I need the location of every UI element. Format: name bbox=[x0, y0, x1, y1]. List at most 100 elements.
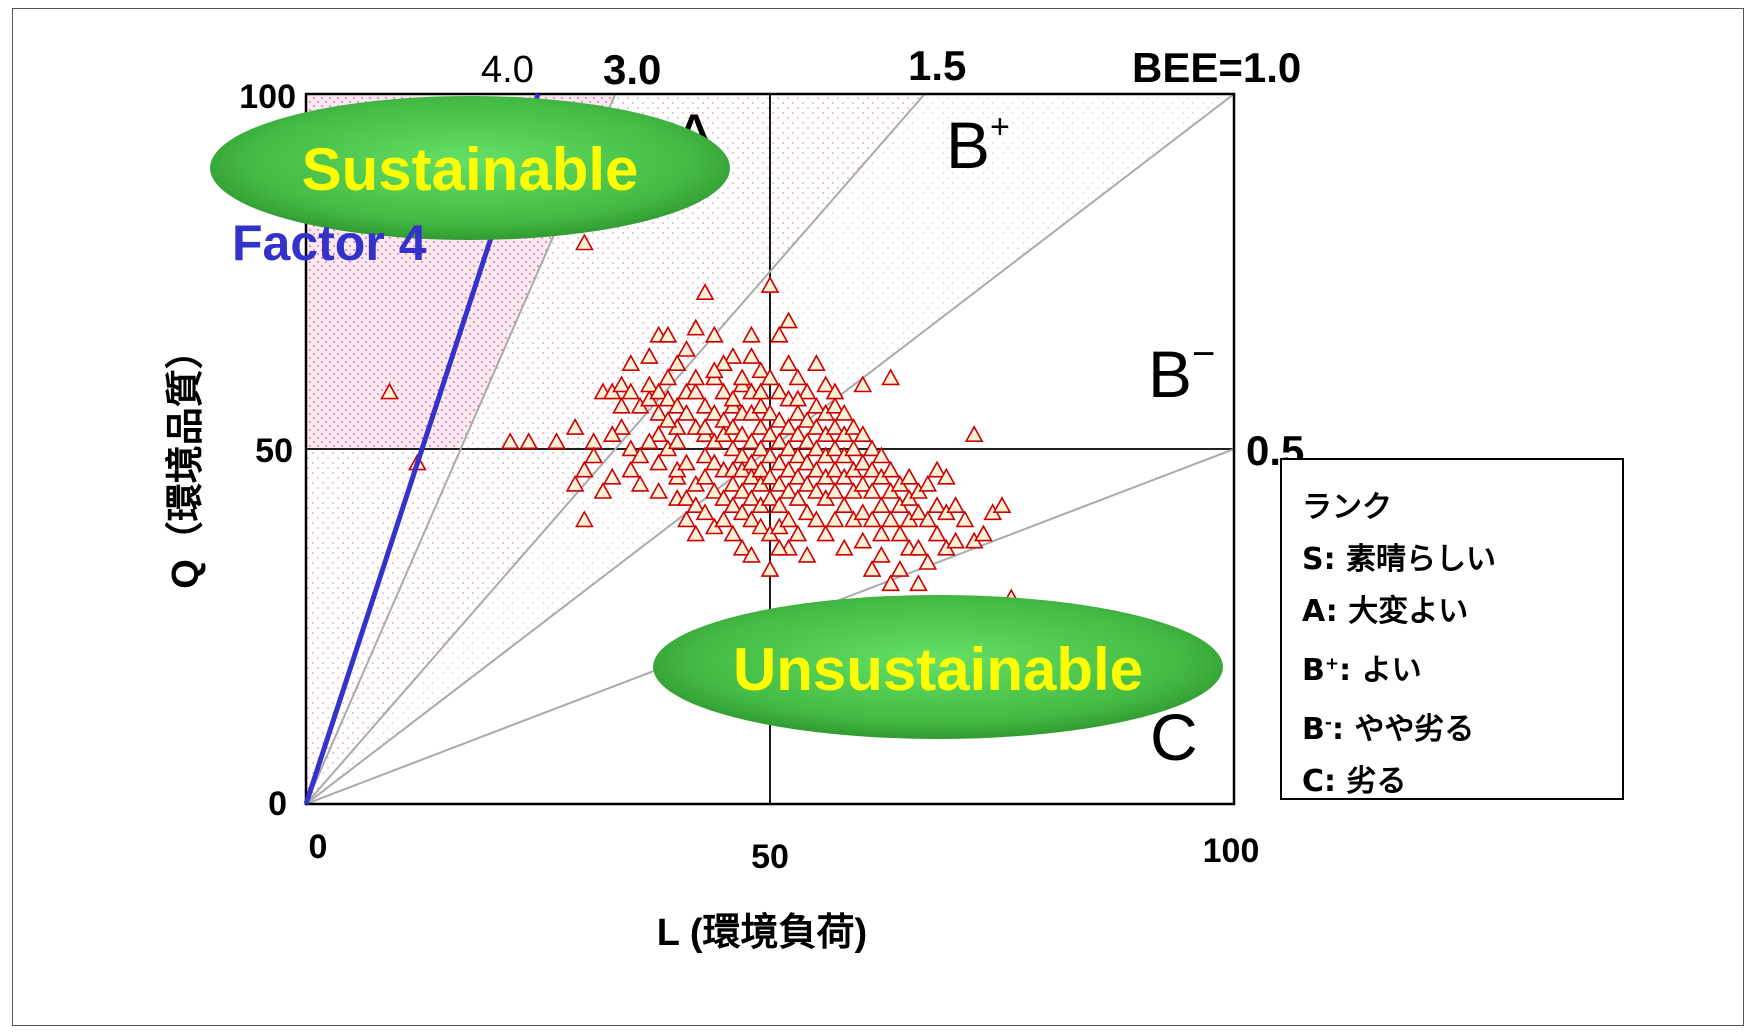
data-point-136 bbox=[788, 425, 808, 443]
data-point-99 bbox=[742, 510, 761, 528]
bee-label-1: 3.0 bbox=[603, 46, 661, 93]
data-point-112 bbox=[760, 425, 780, 443]
data-point-236 bbox=[834, 538, 854, 556]
data-point-47 bbox=[677, 453, 696, 471]
data-point-235 bbox=[797, 545, 817, 563]
data-point-218 bbox=[964, 425, 984, 443]
data-point-143 bbox=[797, 432, 817, 450]
data-point-164 bbox=[825, 481, 845, 499]
data-point-182 bbox=[862, 439, 882, 457]
data-point-131 bbox=[779, 481, 798, 499]
data-point-56 bbox=[686, 524, 706, 542]
data-point-79 bbox=[723, 439, 743, 457]
data-points bbox=[380, 233, 1021, 606]
data-point-61 bbox=[695, 467, 715, 485]
data-point-39 bbox=[667, 354, 687, 372]
data-point-48 bbox=[677, 489, 696, 506]
data-point-243 bbox=[640, 432, 659, 450]
data-point-137 bbox=[788, 446, 808, 464]
data-point-115 bbox=[760, 489, 780, 506]
data-point-38 bbox=[667, 396, 687, 414]
data-point-160 bbox=[825, 396, 845, 414]
data-point-148 bbox=[807, 418, 826, 435]
data-point-22 bbox=[630, 446, 650, 464]
data-point-146 bbox=[797, 503, 817, 521]
data-point-165 bbox=[825, 510, 845, 528]
data-point-100 bbox=[742, 545, 761, 563]
data-point-138 bbox=[788, 467, 808, 485]
data-point-46 bbox=[677, 403, 696, 421]
data-point-26 bbox=[640, 375, 659, 393]
data-point-98 bbox=[742, 489, 761, 506]
data-point-34 bbox=[658, 389, 678, 407]
data-point-70 bbox=[714, 382, 733, 400]
data-point-23 bbox=[630, 474, 650, 492]
data-point-69 bbox=[704, 325, 724, 343]
legend-item-4: C: 劣る bbox=[1302, 764, 1407, 799]
data-point-29 bbox=[649, 382, 668, 400]
data-point-149 bbox=[807, 439, 826, 457]
data-point-145 bbox=[797, 474, 817, 492]
data-point-62 bbox=[695, 503, 715, 521]
data-point-30 bbox=[649, 403, 668, 421]
data-point-209 bbox=[927, 460, 947, 478]
legend-item-2: B+: よい bbox=[1302, 653, 1422, 688]
data-point-178 bbox=[853, 453, 873, 471]
data-point-234 bbox=[769, 538, 789, 556]
data-point-49 bbox=[677, 510, 696, 528]
data-point-205 bbox=[909, 538, 928, 556]
data-point-217 bbox=[955, 510, 975, 528]
data-point-229 bbox=[704, 361, 724, 379]
data-point-199 bbox=[899, 467, 919, 485]
rank-legend: ランク S: 素晴らしい A: 大変よい B+: よい B-: やや劣る C: 劣る bbox=[1280, 458, 1624, 800]
data-point-76 bbox=[723, 347, 743, 364]
data-point-215 bbox=[946, 496, 965, 514]
data-point-2 bbox=[575, 233, 594, 251]
data-point-176 bbox=[853, 375, 873, 393]
data-point-16 bbox=[612, 418, 631, 435]
data-point-144 bbox=[797, 453, 817, 471]
data-point-122 bbox=[769, 453, 789, 471]
data-point-141 bbox=[797, 382, 817, 400]
data-point-20 bbox=[621, 439, 641, 457]
data-point-14 bbox=[602, 467, 622, 485]
data-point-7 bbox=[575, 460, 594, 478]
y-tick-50: 50 bbox=[255, 432, 293, 470]
data-point-104 bbox=[751, 439, 771, 457]
data-point-90 bbox=[732, 503, 752, 521]
data-point-207 bbox=[918, 510, 938, 528]
unsustainable-callout bbox=[653, 595, 1223, 739]
data-point-230 bbox=[723, 389, 743, 407]
data-point-212 bbox=[936, 467, 956, 485]
data-point-186 bbox=[872, 446, 891, 464]
slide-frame bbox=[12, 8, 1744, 1026]
data-point-8 bbox=[565, 474, 585, 492]
y-axis-title: Q（環境品質） bbox=[165, 331, 207, 589]
data-point-123 bbox=[769, 474, 789, 492]
data-point-128 bbox=[779, 418, 798, 435]
data-point-162 bbox=[825, 439, 845, 457]
data-point-119 bbox=[769, 382, 789, 400]
zone-label-b-minus: B− bbox=[1148, 332, 1215, 411]
x-axis-title: L (環境負荷) bbox=[657, 912, 867, 954]
bee-label-0: 4.0 bbox=[481, 49, 534, 91]
data-point-147 bbox=[807, 396, 826, 414]
data-point-216 bbox=[946, 531, 965, 549]
data-point-134 bbox=[788, 368, 808, 386]
data-point-64 bbox=[704, 403, 724, 421]
data-point-161 bbox=[825, 418, 845, 435]
data-point-150 bbox=[807, 460, 826, 478]
data-point-17 bbox=[621, 354, 641, 372]
legend-item-1: A: 大変よい bbox=[1302, 594, 1469, 629]
data-point-224 bbox=[732, 368, 752, 386]
data-point-184 bbox=[862, 481, 882, 499]
data-point-31 bbox=[649, 425, 668, 443]
x-tick-50: 50 bbox=[751, 838, 789, 876]
data-point-240 bbox=[695, 418, 715, 435]
data-point-232 bbox=[788, 389, 808, 407]
data-point-33 bbox=[649, 481, 668, 499]
data-point-108 bbox=[751, 517, 771, 535]
data-point-36 bbox=[658, 325, 678, 343]
data-point-152 bbox=[807, 510, 826, 528]
data-point-81 bbox=[723, 474, 743, 492]
